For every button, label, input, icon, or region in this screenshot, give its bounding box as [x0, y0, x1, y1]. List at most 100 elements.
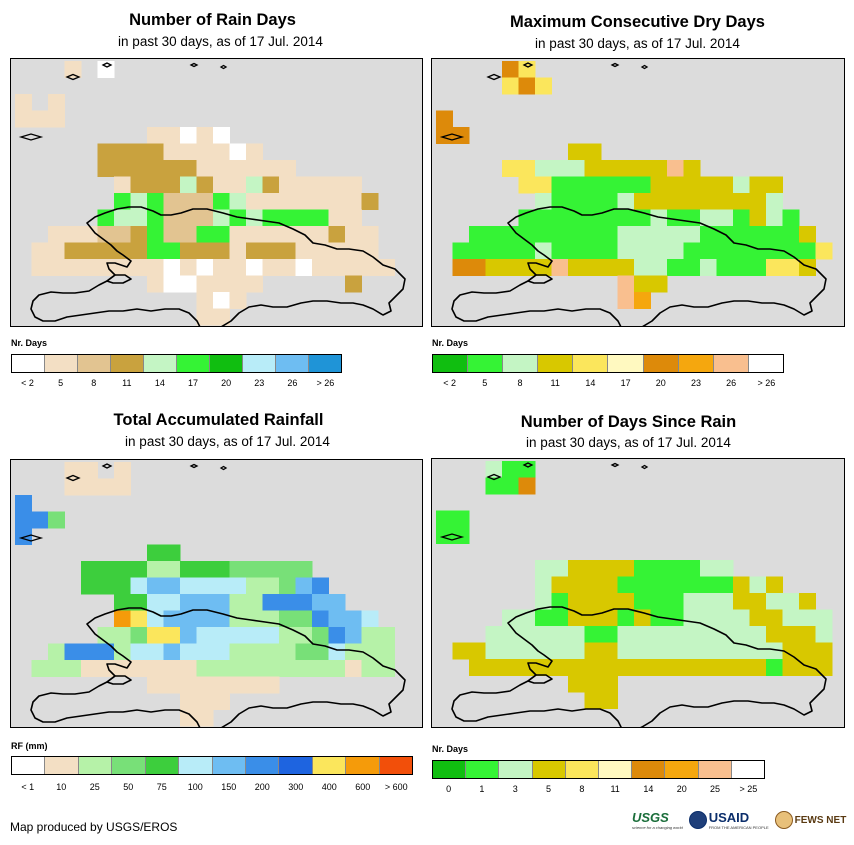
grid-cell	[667, 659, 684, 676]
grid-cell	[196, 594, 214, 611]
grid-cell	[180, 127, 197, 144]
grid-cell	[815, 242, 833, 260]
map-canvas	[15, 462, 406, 727]
grid-cell	[749, 259, 767, 276]
grid-cell	[749, 226, 767, 243]
legend-swatch	[309, 355, 341, 372]
grid-cell	[766, 176, 783, 194]
grid-cell	[667, 626, 684, 643]
panel-rain-days: Number of Rain Days in past 30 days, as …	[0, 0, 427, 400]
grid-cell	[328, 226, 346, 243]
grid-cell	[114, 478, 131, 496]
grid-cell	[262, 610, 280, 628]
legend-swatch	[243, 355, 276, 372]
grid-cell	[345, 610, 362, 628]
grid-cell	[345, 176, 362, 194]
grid-cell	[766, 209, 783, 227]
grid-cell	[97, 259, 115, 276]
grid-cell	[584, 242, 602, 260]
grid-cell	[716, 609, 734, 627]
grid-cell	[601, 242, 618, 260]
small-island-outline	[486, 473, 502, 481]
grid-cell	[584, 560, 602, 577]
grid-cell	[213, 292, 230, 309]
panel-rainfall: Total Accumulated Rainfall in past 30 da…	[0, 400, 427, 800]
grid-cell	[196, 577, 214, 595]
grid-cell	[601, 576, 618, 594]
grid-cell	[196, 242, 214, 260]
map-rainfall[interactable]	[10, 459, 423, 728]
grid-cell	[535, 642, 552, 660]
grid-cell	[31, 110, 49, 128]
legend-tick-label: 50	[123, 782, 134, 792]
legend-swatch	[433, 761, 467, 778]
grid-cell	[180, 226, 197, 243]
legend-swatch	[665, 761, 699, 778]
grid-cell	[634, 560, 651, 577]
grid-cell	[667, 560, 684, 577]
map-dry-days[interactable]	[431, 58, 845, 327]
grid-cell	[436, 527, 453, 544]
small-island-outline	[486, 73, 502, 81]
grid-cell	[180, 209, 197, 227]
grid-cell	[502, 160, 519, 177]
grid-cell	[114, 610, 131, 628]
grid-cell	[81, 259, 98, 276]
panel-title: Number of Rain Days	[129, 11, 296, 29]
grid-cell	[114, 259, 131, 276]
grid-cell	[328, 643, 346, 661]
hispaniola-outline	[30, 206, 406, 326]
grid-cell	[551, 226, 569, 243]
fewsnet-logo[interactable]: FEWS NET	[774, 811, 846, 829]
grid-cell	[229, 160, 247, 177]
grid-cell	[213, 127, 230, 144]
grid-cell	[163, 143, 181, 161]
grid-cell	[81, 561, 98, 578]
legend-tick-label: 11	[122, 378, 132, 388]
grid-cell	[213, 561, 230, 578]
legend-swatch	[276, 355, 309, 372]
grid-cell	[163, 176, 181, 194]
legend-tick-label: 75	[156, 782, 167, 792]
grid-cell	[650, 160, 668, 177]
grid-cell	[163, 610, 181, 628]
map-rain-days[interactable]	[10, 58, 423, 327]
grid-cell	[196, 610, 214, 628]
grid-cell	[229, 143, 247, 161]
grid-cell	[650, 626, 668, 643]
grid-cell	[502, 61, 519, 78]
grid-cell	[469, 659, 486, 676]
map-since-rain[interactable]	[431, 458, 845, 728]
usgs-logo[interactable]: USGS science for a changing world	[632, 810, 683, 830]
grid-cell	[246, 627, 263, 644]
grid-cell	[312, 209, 329, 227]
grid-cell	[716, 560, 734, 577]
grid-cell	[262, 561, 280, 578]
grid-cell	[163, 242, 181, 260]
grid-cell	[64, 660, 82, 677]
panel-since-rain: Number of Days Since Rain in past 30 day…	[427, 400, 854, 800]
grid-cell	[213, 693, 230, 710]
grid-cell	[196, 676, 214, 694]
legend-swatch	[678, 355, 714, 372]
grid-cell	[502, 226, 519, 243]
legend-tick-label: > 26	[316, 378, 335, 388]
grid-cell	[147, 193, 164, 210]
grid-cell	[436, 510, 453, 528]
grid-cell	[262, 594, 280, 611]
grid-cell	[246, 226, 263, 243]
grid-cell	[328, 193, 346, 210]
usaid-logo[interactable]: USAID FROM THE AMERICAN PEOPLE	[688, 810, 769, 830]
grid-cell	[469, 642, 486, 660]
grid-cell	[733, 193, 750, 210]
grid-cell	[650, 576, 668, 594]
grid-cell	[683, 176, 701, 194]
grid-cell	[749, 642, 767, 660]
grid-cell	[213, 143, 230, 161]
grid-cell	[213, 627, 230, 644]
grid-cell	[650, 242, 668, 260]
grid-cell	[328, 259, 346, 276]
grid-cell	[312, 594, 329, 611]
grid-cell	[180, 275, 197, 293]
grid-cell	[279, 209, 296, 227]
